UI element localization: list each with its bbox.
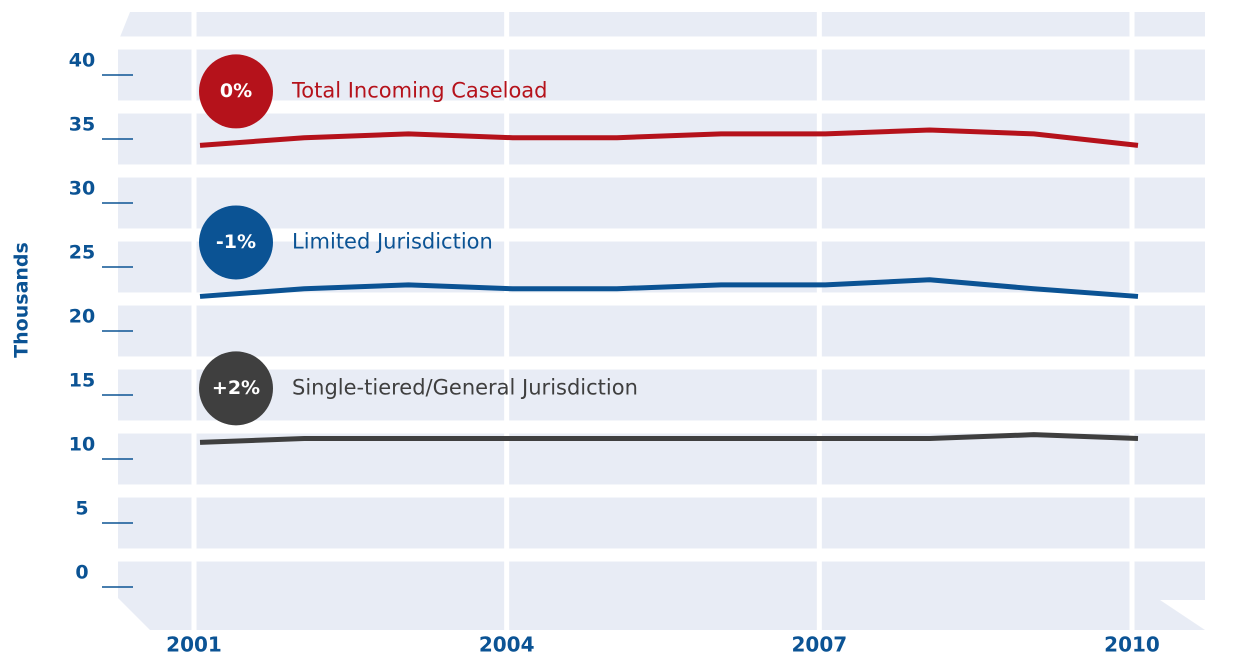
x-tick-label: 2001 — [166, 633, 222, 657]
series-line — [199, 127, 1139, 148]
y-tick-label: 25 — [69, 242, 95, 264]
y-axis-label: Thousands — [11, 242, 33, 358]
corner — [1160, 600, 1242, 660]
change-badge — [199, 54, 273, 129]
y-tick-label: 0 — [75, 562, 88, 584]
y-tick-label: 5 — [75, 498, 88, 520]
y-tick-label: 20 — [69, 306, 95, 328]
series-line — [199, 432, 1139, 445]
series-label: Limited Jurisdiction — [292, 229, 493, 253]
y-tick-label: 15 — [69, 370, 95, 392]
series-line — [199, 277, 1139, 299]
change-label: -1% — [216, 231, 256, 253]
change-badge — [199, 205, 273, 280]
y-tick-label: 40 — [69, 50, 95, 72]
x-tick-label: 2004 — [479, 633, 535, 657]
series-label: Single-tiered/General Jurisdiction — [292, 375, 638, 399]
x-tick-label: 2007 — [791, 633, 847, 657]
y-tick-label: 30 — [69, 178, 95, 200]
y-tick-label: 35 — [69, 114, 95, 136]
change-badge — [199, 351, 273, 426]
series-label: Total Incoming Caseload — [291, 78, 548, 102]
y-tick-label: 10 — [69, 434, 95, 456]
change-label: 0% — [220, 80, 252, 102]
x-tick-label: 2010 — [1104, 633, 1160, 657]
change-label: +2% — [212, 377, 260, 399]
